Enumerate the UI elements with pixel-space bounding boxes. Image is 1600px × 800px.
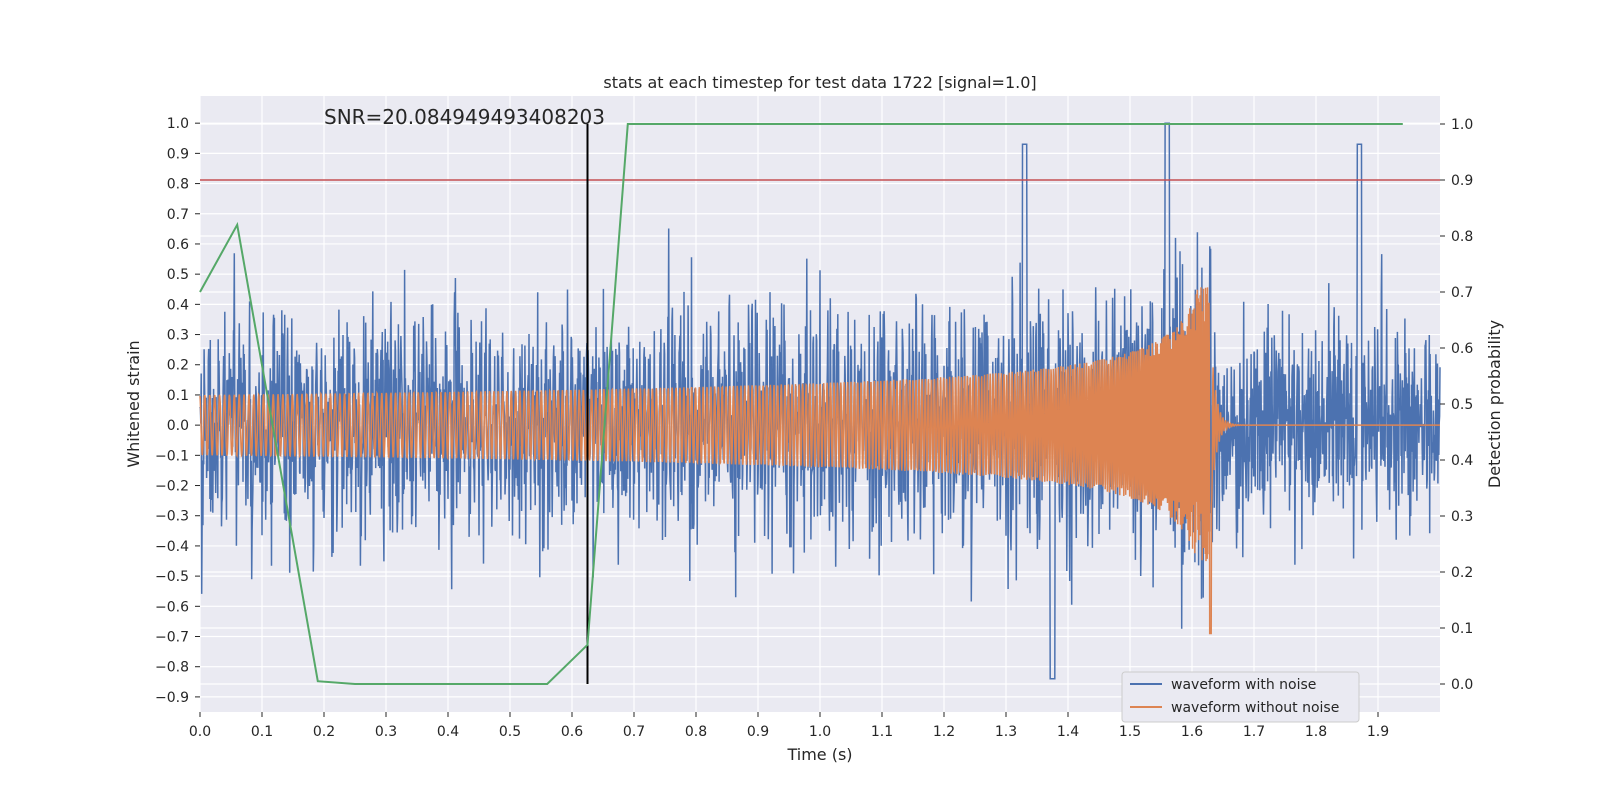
y-tick-label-right: 0.8 (1451, 229, 1473, 245)
y-tick-label-right: 0.3 (1451, 509, 1473, 525)
y-tick-label-left: −0.4 (155, 539, 189, 555)
y-tick-label-right: 0.5 (1451, 397, 1473, 413)
y-tick-label-right: 0.6 (1451, 341, 1473, 357)
x-tick-label: 1.0 (809, 724, 831, 740)
y-tick-label-right: 1.0 (1451, 117, 1473, 133)
x-tick-label: 0.1 (251, 724, 273, 740)
x-tick-label: 0.9 (747, 724, 769, 740)
y-tick-label-left: −0.3 (155, 509, 189, 525)
x-tick-label: 0.3 (375, 724, 397, 740)
y-tick-label-left: 0.9 (167, 146, 189, 162)
x-tick-label: 1.8 (1305, 724, 1327, 740)
x-tick-label: 1.1 (871, 724, 893, 740)
series-detection-probability (199, 123, 1403, 685)
y-tick-label-left: −0.2 (155, 479, 189, 495)
y-tick-label-left: −0.1 (155, 448, 189, 464)
y-axis-label-left: Whitened strain (124, 340, 143, 467)
x-tick-label: 1.3 (995, 724, 1017, 740)
series-waveform-without-noise (199, 287, 1440, 635)
y-tick-label-right: 0.9 (1451, 173, 1473, 189)
x-axis-label: Time (s) (786, 745, 852, 764)
y-tick-label-left: −0.8 (155, 660, 189, 676)
x-tick-label: 0.6 (561, 724, 583, 740)
x-tick-label: 0.7 (623, 724, 645, 740)
x-tick-label: 0.2 (313, 724, 335, 740)
y-tick-label-left: −0.5 (155, 569, 189, 585)
y-tick-label-left: 0.5 (167, 267, 189, 283)
y-tick-label-left: 0.2 (167, 358, 189, 374)
legend: waveform with noise waveform without noi… (1121, 671, 1360, 723)
y-tick-label-right: 0.7 (1451, 285, 1473, 301)
series-layer (199, 122, 1441, 685)
x-tick-label: 1.2 (933, 724, 955, 740)
x-tick-label: 0.0 (189, 724, 211, 740)
y-tick-label-left: −0.9 (155, 690, 189, 706)
y-axis-label-right: Detection probability (1485, 320, 1504, 488)
y-tick-label-right: 0.2 (1451, 565, 1473, 581)
x-tick-label: 0.8 (685, 724, 707, 740)
y-tick-label-left: 0.8 (167, 177, 189, 193)
y-tick-label-left: 1.0 (167, 116, 189, 132)
legend-label-noisy: waveform with noise (1171, 677, 1316, 693)
y-tick-label-right: 0.1 (1451, 621, 1473, 637)
y-tick-label-left: 0.7 (167, 207, 189, 223)
x-tick-label: 0.4 (437, 724, 459, 740)
y-tick-label-left: 0.3 (167, 328, 189, 344)
legend-box (1121, 671, 1360, 723)
y-tick-label-right: 0.4 (1451, 453, 1473, 469)
x-tick-label: 1.5 (1119, 724, 1141, 740)
x-tick-label: 1.9 (1367, 724, 1389, 740)
x-tick-label: 0.5 (499, 724, 521, 740)
y-tick-label-left: 0.0 (167, 418, 189, 434)
y-tick-label-right: 0.0 (1451, 677, 1473, 693)
x-tick-label: 1.4 (1057, 724, 1079, 740)
legend-label-clean: waveform without noise (1171, 700, 1339, 716)
x-tick-label: 1.6 (1181, 724, 1203, 740)
y-tick-label-left: 0.1 (167, 388, 189, 404)
x-tick-label: 1.7 (1243, 724, 1265, 740)
snr-annotation: SNR=20.084949493408203 (324, 105, 605, 129)
axes-layer: 0.0 0.1 0.2 0.3 0.4 0.5 0.6 0.7 0.8 0.9 1.0 1.1 1.2 1… (155, 116, 1473, 740)
y-tick-label-left: 0.6 (167, 237, 189, 253)
chart-title: stats at each timestep for test data 172… (603, 73, 1036, 92)
y-tick-label-left: 0.4 (167, 297, 189, 313)
y-tick-label-left: −0.7 (155, 630, 189, 646)
y-tick-label-left: −0.6 (155, 599, 189, 615)
